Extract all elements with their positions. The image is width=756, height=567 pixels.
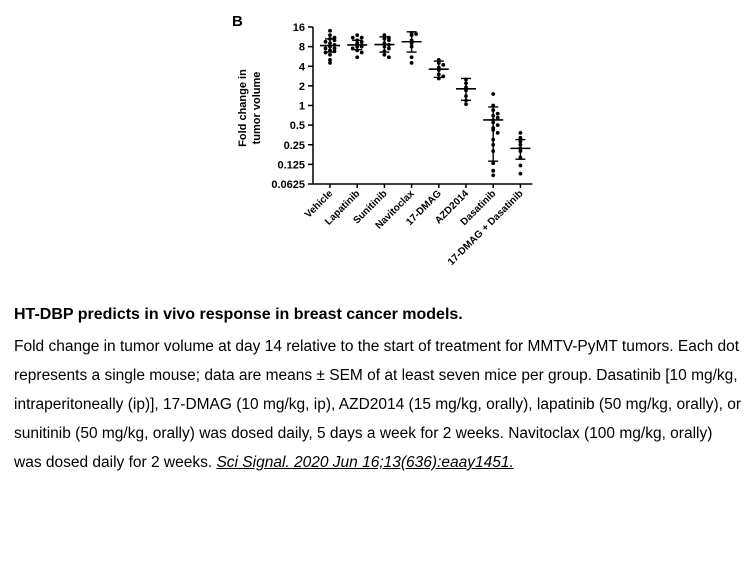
- data-group: [483, 92, 504, 178]
- y-tick-label: 4: [299, 61, 306, 73]
- data-point: [441, 62, 446, 67]
- data-point: [518, 130, 523, 135]
- data-point: [355, 33, 360, 38]
- y-axis-label: Fold change in tumor volume: [237, 69, 263, 147]
- data-point: [328, 61, 332, 65]
- data-group: [347, 33, 368, 60]
- data-point: [414, 32, 418, 36]
- data-group: [456, 77, 476, 107]
- data-point: [495, 115, 500, 120]
- data-point: [387, 55, 391, 60]
- data-point: [491, 168, 496, 173]
- y-axis-label-line-2: tumor volume: [251, 72, 263, 145]
- caption-body: Fold change in tumor volume at day 14 re…: [14, 332, 744, 477]
- data-point: [491, 161, 496, 166]
- data-group: [320, 28, 340, 65]
- data-point: [518, 163, 523, 168]
- data-point: [323, 39, 328, 44]
- data-point: [495, 130, 500, 135]
- data-point: [464, 102, 468, 107]
- y-axis: 16 8 4 2 1 0.5 0.25 0.125 0.0625: [271, 22, 314, 191]
- data-point: [387, 46, 391, 51]
- y-tick-label: 0.125: [277, 159, 305, 171]
- data-point: [382, 52, 387, 57]
- data-point: [491, 173, 496, 178]
- data-groups: [320, 28, 531, 178]
- y-tick-label: 16: [293, 22, 305, 34]
- data-point: [350, 35, 355, 40]
- data-point: [491, 92, 496, 96]
- y-tick-label: 1: [299, 101, 305, 113]
- data-point: [328, 28, 332, 33]
- data-group: [374, 33, 395, 60]
- data-point: [332, 46, 337, 51]
- data-group: [401, 30, 422, 65]
- dot-plot-chart: B Fold change in tumor volume 16 8 4 2 1 0.5 0…: [232, 13, 533, 268]
- x-axis: VehicleLapatinibSunitinibNavitoclax17-DM…: [303, 183, 533, 268]
- data-point: [495, 111, 500, 116]
- data-point: [328, 52, 332, 57]
- data-point: [409, 61, 414, 65]
- data-point: [328, 58, 332, 62]
- caption-text: Fold change in tumor volume at day 14 re…: [14, 338, 742, 471]
- data-point: [495, 123, 500, 128]
- data-point: [387, 38, 391, 43]
- data-point: [518, 171, 523, 176]
- caption-title: HT-DBP predicts in vivo response in brea…: [14, 306, 463, 323]
- y-tick-label: 2: [299, 81, 305, 93]
- data-point: [409, 55, 414, 60]
- y-tick-label: 0.0625: [271, 179, 305, 191]
- data-point: [323, 46, 328, 51]
- data-group: [428, 58, 449, 81]
- data-point: [359, 50, 364, 55]
- citation-link[interactable]: Sci Signal. 2020 Jun 16;13(636):eaay1451…: [216, 454, 514, 471]
- figure-caption: HT-DBP predicts in vivo response in brea…: [14, 304, 744, 477]
- data-group: [510, 130, 531, 176]
- data-point: [518, 135, 523, 140]
- data-point: [328, 33, 332, 38]
- panel-letter: B: [232, 13, 243, 30]
- data-point: [355, 55, 360, 60]
- y-tick-label: 0.25: [284, 140, 305, 152]
- y-axis-label-line-1: Fold change in: [237, 69, 249, 147]
- data-point: [359, 35, 364, 40]
- data-point: [382, 33, 387, 38]
- y-tick-label: 0.5: [290, 120, 305, 132]
- y-tick-label: 8: [299, 42, 305, 54]
